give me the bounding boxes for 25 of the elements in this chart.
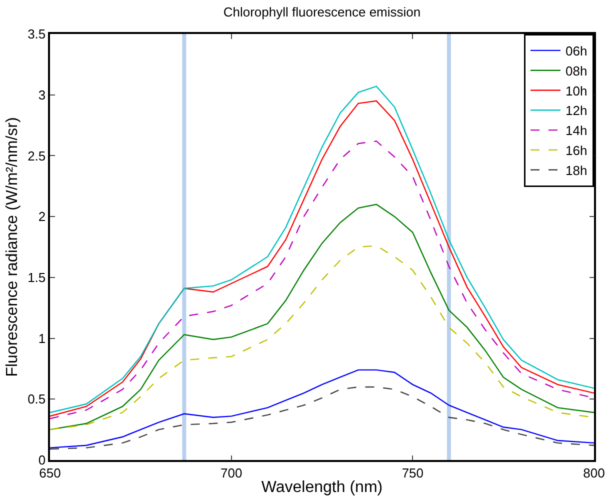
line-series [50,204,594,430]
chart-title: Chlorophyll fluorescence emission [223,4,421,20]
y-tick-label: 1 [38,330,46,346]
legend-label: 16h [566,143,588,158]
y-axis-title: Fluorescence radiance (W/m²/nm/sr) [4,117,21,377]
y-tick-label: 3.5 [28,26,46,42]
line-series [50,369,594,448]
y-tick-label: 0 [38,452,46,468]
y-tick-label: 2 [38,209,46,224]
legend-label: 14h [566,123,588,138]
legend-label: 12h [566,103,588,118]
y-tick-label: 3 [38,87,46,102]
legend-label: 08h [566,63,588,78]
legend-label: 18h [566,162,588,178]
x-tick-label: 700 [220,465,242,480]
legend-label: 06h [566,44,588,59]
x-tick-label: 650 [39,465,61,480]
y-tick-label: 1.5 [28,270,46,285]
y-tick-label: 0.5 [28,392,46,407]
x-axis-title: Wavelength (nm) [261,479,383,496]
x-tick-label: 800 [583,465,605,480]
x-tick-label: 750 [402,465,424,480]
y-tick-label: 2.5 [28,148,46,164]
line-series [50,386,594,450]
legend-label: 10h [566,83,588,98]
